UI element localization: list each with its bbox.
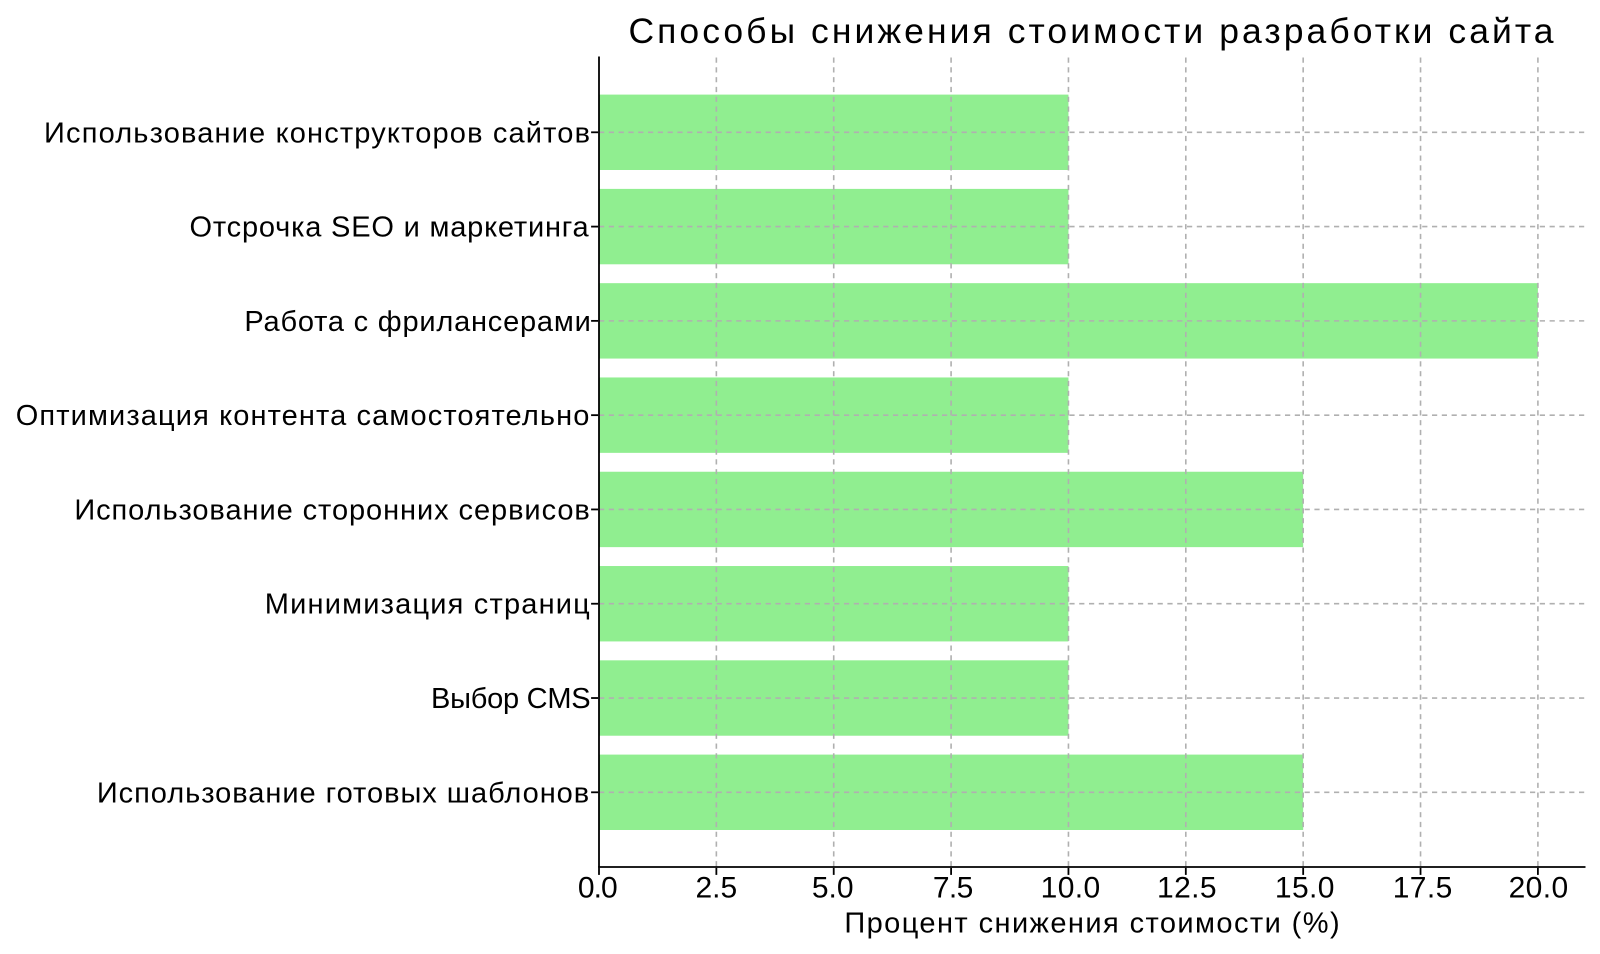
svg-text:Процент снижения стоимости (%): Процент снижения стоимости (%) (844, 908, 1341, 940)
svg-text:20.0: 20.0 (1509, 872, 1569, 905)
svg-text:0.0: 0.0 (578, 872, 617, 905)
svg-text:Способы снижения стоимости раз: Способы снижения стоимости разработки са… (628, 11, 1556, 51)
svg-text:12.5: 12.5 (1157, 872, 1217, 905)
svg-text:Минимизация страниц: Минимизация страниц (265, 589, 591, 621)
svg-text:5.0: 5.0 (812, 872, 854, 905)
svg-text:Использование готовых шаблонов: Использование готовых шаблонов (97, 777, 590, 809)
svg-text:15.0: 15.0 (1275, 872, 1335, 905)
svg-text:7.5: 7.5 (933, 872, 973, 905)
svg-text:Оптимизация контента самостоят: Оптимизация контента самостоятельно (16, 400, 591, 432)
svg-text:17.5: 17.5 (1393, 872, 1453, 905)
svg-text:10.0: 10.0 (1041, 872, 1101, 905)
svg-text:2.5: 2.5 (696, 872, 738, 905)
svg-text:Выбор CMS: Выбор CMS (431, 683, 590, 715)
svg-text:Работа с фрилансерами: Работа с фрилансерами (244, 306, 591, 338)
svg-text:Использование сторонних сервис: Использование сторонних сервисов (74, 494, 590, 526)
svg-text:Использование конструкторов са: Использование конструкторов сайтов (44, 117, 591, 149)
svg-text:Отсрочка SEO и маркетинга: Отсрочка SEO и маркетинга (190, 212, 590, 244)
